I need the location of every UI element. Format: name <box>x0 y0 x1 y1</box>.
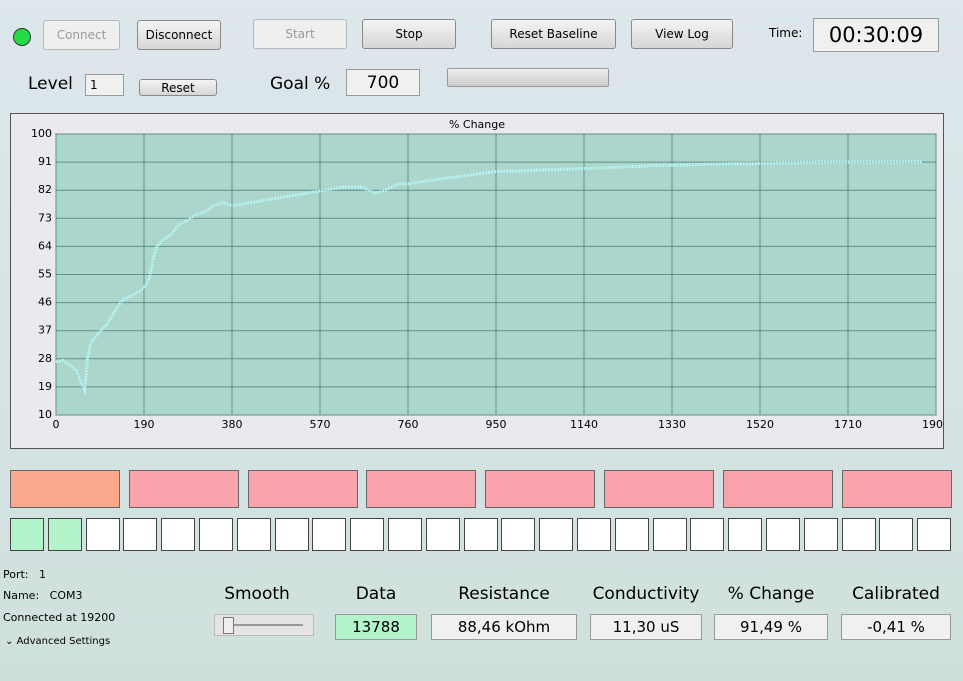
smooth-slider[interactable] <box>214 614 314 636</box>
cell-box <box>10 518 44 551</box>
advanced-settings[interactable]: ⌄ Advanced Settings <box>5 636 111 647</box>
indicator-box <box>10 470 120 508</box>
slider-track <box>223 624 303 626</box>
indicator-box <box>604 470 714 508</box>
x-tick-label: 1330 <box>658 418 686 431</box>
chart: % Change 10 19 28 37 46 55 64 73 82 91 100 0 190 380 5… <box>10 113 944 449</box>
cell-box <box>47 518 82 551</box>
cell-box <box>463 518 498 551</box>
x-tick-label: 760 <box>398 418 419 431</box>
y-tick-label: 46 <box>38 296 52 309</box>
cell-box <box>652 518 687 551</box>
cell-box <box>803 518 838 551</box>
smooth-label: Smooth <box>224 584 290 604</box>
advanced-settings-text[interactable]: Advanced Settings <box>16 636 111 647</box>
x-tick-label: 1710 <box>834 418 862 431</box>
cell-box <box>766 518 800 551</box>
indicator-box <box>485 470 596 508</box>
progress-bar <box>447 68 609 87</box>
x-tick-label: 380 <box>222 418 243 431</box>
y-tick-label: 73 <box>38 211 52 224</box>
x-tick-label: 570 <box>310 418 331 431</box>
change-label: % Change <box>727 584 815 604</box>
resistance-label: Resistance <box>458 584 550 604</box>
name-label-text: Name: <box>3 589 40 602</box>
cell-box <box>841 518 876 551</box>
name-value: COM3 <box>49 589 83 602</box>
data-value: 13788 <box>335 614 417 640</box>
stop-button[interactable]: Stop <box>362 19 456 49</box>
connect-button[interactable]: Connect <box>43 20 120 50</box>
goal-value: 700 <box>346 69 420 96</box>
goal-label: Goal % <box>270 74 331 94</box>
cell-box <box>728 518 763 551</box>
x-tick-label: 1140 <box>570 418 598 431</box>
x-tick-label: 190 <box>134 418 155 431</box>
level-label: Level <box>28 74 73 94</box>
x-tick-label: 0 <box>53 418 60 431</box>
y-tick-label: 82 <box>38 183 52 196</box>
level-input[interactable]: 1 <box>85 74 124 96</box>
slider-thumb[interactable] <box>223 617 234 634</box>
cell-box <box>350 518 385 551</box>
y-tick-label: 64 <box>38 239 52 252</box>
name-label: Name: COM3 <box>3 589 83 602</box>
calibrated-label: Calibrated <box>852 584 940 604</box>
cell-box <box>388 518 422 551</box>
indicator-box <box>366 470 477 508</box>
cell-box <box>690 518 725 551</box>
y-tick-label: 100 <box>31 127 52 140</box>
cell-box <box>274 518 309 551</box>
disconnect-button[interactable]: Disconnect <box>137 20 221 50</box>
port-label: Port: 1 <box>3 568 46 581</box>
conductivity-label: Conductivity <box>592 584 700 604</box>
calibrated-value: -0,41 % <box>841 614 951 640</box>
start-button[interactable]: Start <box>253 19 347 49</box>
cell-box <box>539 518 574 551</box>
cell-box <box>917 518 952 551</box>
y-tick-label: 55 <box>38 268 52 281</box>
reset-baseline-button[interactable]: Reset Baseline <box>491 19 616 49</box>
status-led <box>13 28 31 46</box>
x-tick-label: 1900 <box>922 418 944 431</box>
cell-box <box>123 518 158 551</box>
cell-box <box>85 518 120 551</box>
indicator-box <box>247 470 358 508</box>
indicator-box <box>841 470 952 508</box>
time-label: Time: <box>769 26 803 40</box>
data-line <box>55 160 923 396</box>
cell-box <box>425 518 460 551</box>
resistance-value: 88,46 kOhm <box>431 614 577 640</box>
data-label: Data <box>355 584 397 604</box>
port-label-text: Port: <box>3 568 29 581</box>
y-tick-label: 91 <box>38 155 52 168</box>
cell-box <box>501 518 536 551</box>
x-tick-label: 950 <box>486 418 507 431</box>
cell-box <box>614 518 649 551</box>
chart-title: % Change <box>449 118 505 131</box>
cell-box <box>236 518 271 551</box>
indicator-box <box>128 470 239 508</box>
x-tick-label: 1520 <box>746 418 774 431</box>
y-tick-label: 10 <box>38 408 52 421</box>
cell-box <box>161 518 196 551</box>
cell-box <box>199 518 233 551</box>
y-tick-label: 19 <box>38 380 52 393</box>
y-tick-label: 28 <box>38 352 52 365</box>
connected-text: Connected at 19200 <box>3 611 116 624</box>
cell-box <box>312 518 347 551</box>
view-log-button[interactable]: View Log <box>631 19 733 49</box>
time-value: 00:30:09 <box>813 18 939 52</box>
change-value: 91,49 % <box>714 614 828 640</box>
port-value: 1 <box>39 568 47 581</box>
y-tick-label: 37 <box>38 324 52 337</box>
cell-box <box>577 518 611 551</box>
cell-box <box>879 518 914 551</box>
indicator-box <box>722 470 833 508</box>
conductivity-value: 11,30 uS <box>590 614 702 640</box>
reset-button[interactable]: Reset <box>139 79 217 96</box>
